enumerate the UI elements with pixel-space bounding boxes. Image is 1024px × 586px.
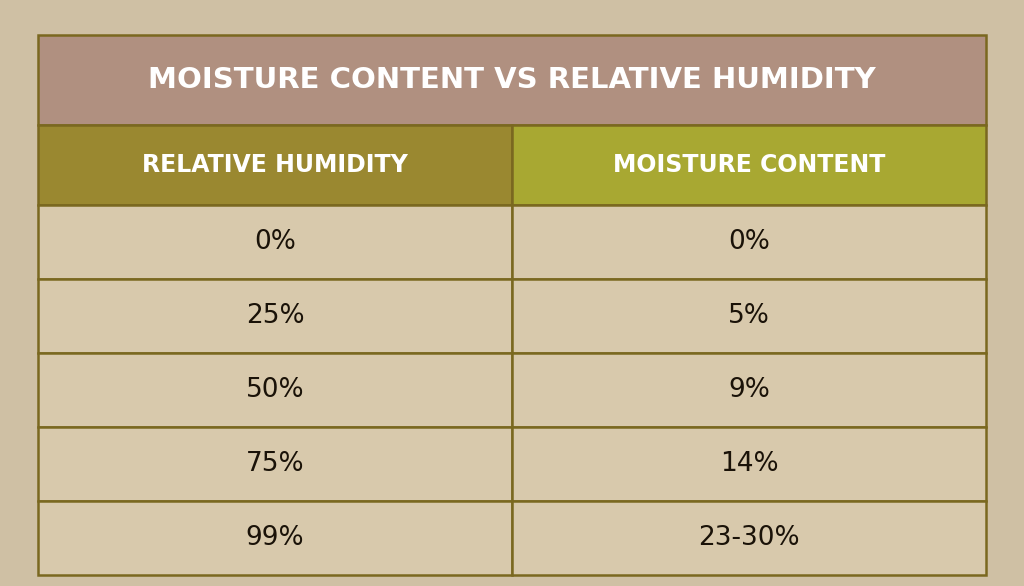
- Text: 75%: 75%: [246, 451, 304, 477]
- Text: 0%: 0%: [728, 229, 770, 255]
- Text: MOISTURE CONTENT VS RELATIVE HUMIDITY: MOISTURE CONTENT VS RELATIVE HUMIDITY: [148, 66, 876, 94]
- Bar: [512, 205, 986, 279]
- Bar: [38, 427, 512, 501]
- Bar: [512, 279, 986, 353]
- Bar: [38, 279, 512, 353]
- Bar: [512, 125, 986, 205]
- Text: MOISTURE CONTENT: MOISTURE CONTENT: [612, 153, 885, 177]
- Text: 50%: 50%: [246, 377, 304, 403]
- Bar: [38, 125, 512, 205]
- Bar: [512, 427, 986, 501]
- Bar: [512, 501, 986, 575]
- Bar: [38, 501, 512, 575]
- Text: 14%: 14%: [720, 451, 778, 477]
- Text: 99%: 99%: [246, 525, 304, 551]
- Text: RELATIVE HUMIDITY: RELATIVE HUMIDITY: [142, 153, 408, 177]
- Bar: [38, 353, 512, 427]
- Bar: [512, 353, 986, 427]
- Bar: [38, 35, 986, 125]
- Text: 9%: 9%: [728, 377, 770, 403]
- Text: 25%: 25%: [246, 303, 304, 329]
- Text: 0%: 0%: [254, 229, 296, 255]
- Bar: [38, 205, 512, 279]
- Text: 5%: 5%: [728, 303, 770, 329]
- Text: 23-30%: 23-30%: [698, 525, 800, 551]
